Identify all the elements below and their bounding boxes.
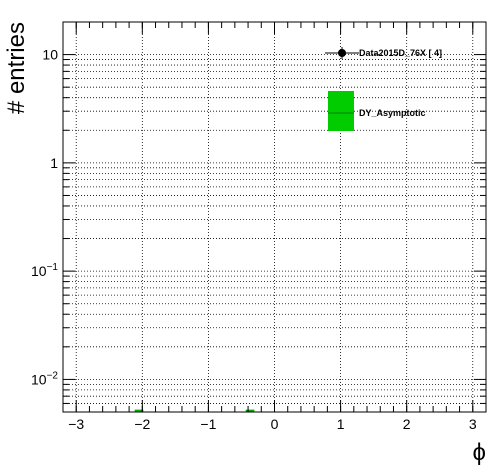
x-tick-label: −2 — [134, 416, 150, 432]
x-tick-label: 1 — [337, 416, 345, 432]
histogram-bin — [134, 410, 144, 412]
x-tick-label: 0 — [271, 416, 279, 432]
x-axis: −3 −2 −1 0 1 2 3 — [62, 22, 487, 432]
x-tick-label: −3 — [68, 416, 84, 432]
y-tick-label: 10−2 — [31, 370, 58, 387]
legend-label-dy: DY_Asymptotic — [359, 108, 426, 118]
x-axis-title: ϕ — [473, 439, 486, 466]
x-tick-label: −1 — [200, 416, 216, 432]
x-tick-label: 3 — [469, 416, 477, 432]
x-tick-label: 2 — [403, 416, 411, 432]
y-tick-label: 10 — [42, 47, 58, 63]
y-tick-label: 10−1 — [31, 262, 58, 279]
y-tick-label: 1 — [50, 155, 58, 171]
legend-marker-band — [328, 91, 354, 131]
histogram-bin — [245, 410, 255, 412]
legend-marker-point — [338, 49, 346, 57]
y-axis: 10−2 10−1 1 10 — [31, 21, 486, 413]
y-axis-title: # entries — [3, 22, 30, 114]
grid-lines — [63, 21, 486, 413]
legend-label-data: Data2015D_76X [ 4] — [359, 48, 442, 58]
legend: Data2015D_76X [ 4] DY_Asymptotic — [325, 47, 442, 131]
